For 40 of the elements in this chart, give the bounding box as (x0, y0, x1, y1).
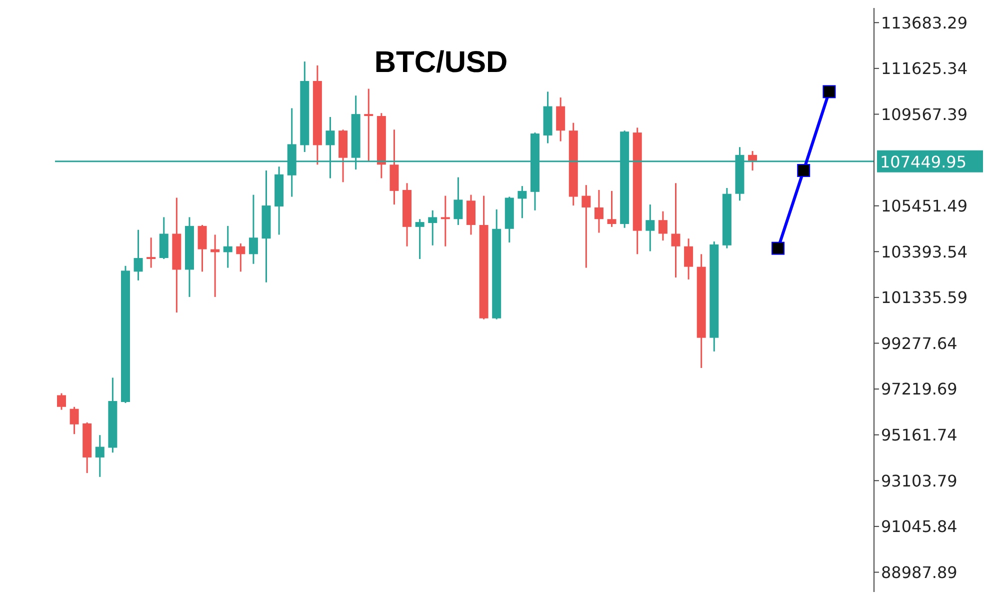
y-tick-label: 99277.64 (881, 334, 958, 353)
candlestick (146, 236, 156, 269)
y-tick-label: 103393.54 (881, 242, 968, 262)
y-tick-label: 91045.84 (881, 517, 958, 536)
candlestick (684, 238, 694, 280)
y-tick-label: 109567.39 (881, 104, 968, 124)
y-tick-label: 111625.34 (881, 59, 968, 78)
y-tick-label: 101335.59 (881, 288, 968, 308)
candlestick (582, 184, 591, 269)
candlestick (671, 182, 680, 278)
candlestick (428, 210, 438, 246)
y-tick-label: 105451.49 (881, 196, 968, 216)
candlestick (440, 195, 450, 248)
point (797, 164, 810, 177)
candlestick (748, 150, 758, 172)
candlestick (236, 242, 246, 272)
candlestick (248, 194, 258, 265)
candlestick (646, 204, 655, 252)
candlestick (364, 88, 374, 162)
candlestick (198, 224, 207, 272)
text: BTC/USD (373, 46, 509, 80)
candlestick (594, 189, 604, 234)
candlestick (57, 392, 66, 411)
candlestick (415, 218, 424, 260)
y-tick-label: 88987.89 (881, 562, 958, 582)
candlestick (223, 225, 232, 269)
candlestick (95, 434, 104, 478)
candlestick (70, 406, 79, 435)
y-tick-label: 95161.74 (881, 426, 958, 445)
point (822, 85, 836, 98)
candlestick (454, 176, 463, 226)
candlestick (134, 229, 143, 282)
y-tick-label: 113683.29 (881, 13, 968, 32)
candlestick (658, 210, 668, 242)
candlestick (607, 190, 616, 228)
y-tick-label: 93103.79 (881, 471, 958, 490)
point (772, 242, 785, 255)
candlestick (518, 185, 527, 219)
ref-line-label: 107449.95 (880, 152, 967, 172)
y-tick-label: 97219.69 (881, 380, 958, 399)
